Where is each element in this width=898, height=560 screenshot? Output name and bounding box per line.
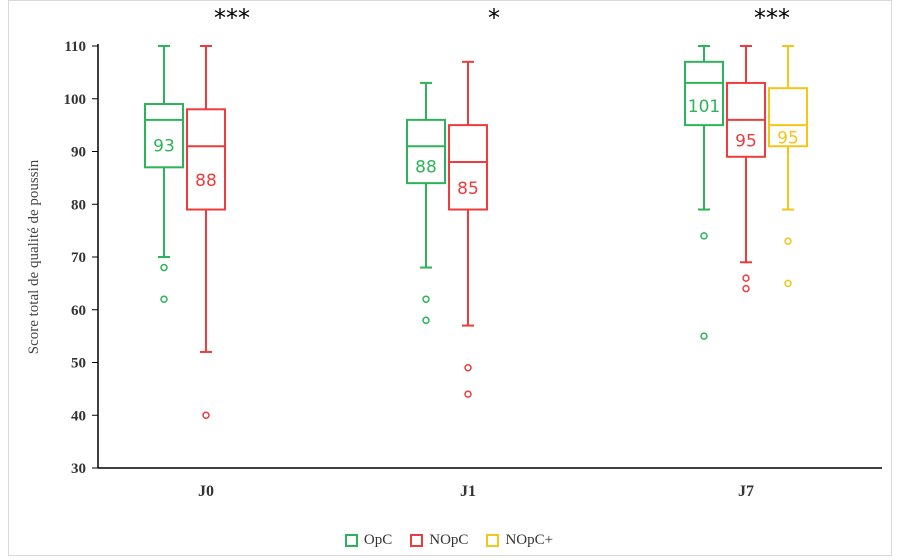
y-tick-label-50: 50: [71, 356, 86, 372]
outlier-opc-j7-1: [700, 332, 708, 340]
box-plot-chart: 30 40 50 60 70 80 90 100 110 Score total de quali…: [26, 4, 882, 500]
legend-swatch-opc: [344, 533, 358, 547]
y-tick-label-40: 40: [71, 408, 86, 424]
outlier-opc-j7-0: [700, 232, 708, 240]
box-opc-j1: [406, 118, 446, 185]
box-opc-j7: [684, 60, 724, 127]
legend-item-opc: OpC: [344, 531, 393, 549]
mean-label-opc-j0: 93: [153, 137, 175, 157]
y-tick-label-30: 30: [71, 461, 86, 477]
legend-swatch-nopc: [410, 533, 424, 547]
legend-label-nopc-plus: NOpC+: [505, 531, 554, 548]
y-tick-label-110: 110: [64, 39, 86, 55]
significance-j7: ***: [754, 4, 790, 32]
outlier-nopc-j1-1: [464, 390, 472, 398]
significance-j1: *: [488, 4, 500, 32]
box-nopc-plus-j7: [768, 87, 808, 148]
outlier-nopc-j7-1: [742, 284, 750, 293]
y-axis-label: Score total de qualité de poussin: [26, 159, 42, 354]
outlier-nopc-plus-j7-0: [784, 237, 792, 245]
legend-swatch-nopc-plus: [486, 533, 500, 547]
x-tick-label-j7: J7: [738, 483, 754, 500]
legend-label-opc: OpC: [363, 531, 393, 548]
legend-label-nopc: NOpC: [429, 531, 469, 548]
legend: OpC NOpC NOpC+: [0, 528, 898, 552]
y-tick-label-70: 70: [71, 250, 86, 266]
box-nopc-j0: [186, 108, 226, 211]
box-opc-j0: [144, 103, 184, 169]
significance-j0: ***: [214, 4, 250, 32]
outlier-opc-j0-0: [160, 263, 168, 272]
outlier-opc-j1-0: [422, 295, 430, 303]
outlier-nopc-j1-0: [464, 364, 472, 372]
legend-item-nopc: NOpC: [410, 532, 468, 549]
legend-item-nopc-plus: NOpC+: [486, 532, 553, 549]
mean-label-opc-j1: 88: [415, 158, 437, 178]
y-tick-label-80: 80: [71, 197, 86, 213]
outlier-nopc-plus-j7-1: [784, 279, 792, 288]
box-nopc-j1: [448, 124, 488, 211]
mean-label-opc-j7: 101: [688, 97, 720, 117]
x-tick-label-j0: J0: [198, 483, 214, 500]
outlier-nopc-j0-0: [202, 411, 210, 419]
mean-label-nopc-plus-j7: 95: [777, 129, 799, 149]
outlier-nopc-j7-0: [742, 274, 750, 282]
mean-label-nopc-j1: 85: [457, 179, 479, 199]
mean-label-nopc-j7: 95: [735, 131, 757, 151]
x-tick-label-j1: J1: [460, 483, 476, 500]
y-tick-label-60: 60: [71, 303, 86, 319]
mean-label-nopc-j0: 88: [195, 171, 217, 191]
y-tick-label-90: 90: [71, 145, 86, 161]
y-tick-label-100: 100: [64, 92, 87, 108]
outlier-opc-j1-1: [422, 316, 430, 325]
outlier-opc-j0-1: [160, 295, 168, 303]
